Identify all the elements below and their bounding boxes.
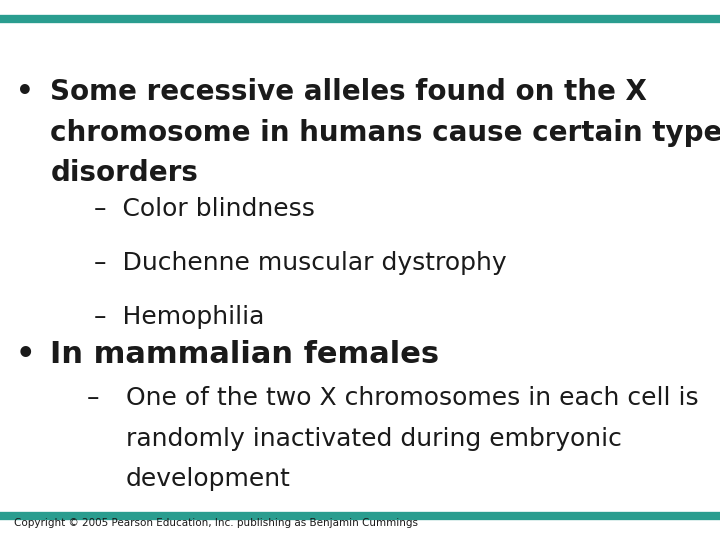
Text: One of the two X chromosomes in each cell is: One of the two X chromosomes in each cel… — [126, 386, 698, 410]
Text: –  Hemophilia: – Hemophilia — [94, 305, 264, 329]
Text: disorders: disorders — [50, 159, 198, 187]
Text: In mammalian females: In mammalian females — [50, 340, 439, 369]
Text: Copyright © 2005 Pearson Education, Inc. publishing as Benjamin Cummings: Copyright © 2005 Pearson Education, Inc.… — [14, 518, 418, 528]
Text: –  Color blindness: – Color blindness — [94, 197, 315, 221]
Text: –  Duchenne muscular dystrophy: – Duchenne muscular dystrophy — [94, 251, 506, 275]
Text: chromosome in humans cause certain types of: chromosome in humans cause certain types… — [50, 119, 720, 147]
Text: Some recessive alleles found on the X: Some recessive alleles found on the X — [50, 78, 647, 106]
Text: development: development — [126, 467, 291, 491]
Text: •: • — [17, 78, 34, 106]
Text: –: – — [86, 386, 99, 410]
Text: •: • — [15, 340, 35, 369]
Text: randomly inactivated during embryonic: randomly inactivated during embryonic — [126, 427, 622, 450]
